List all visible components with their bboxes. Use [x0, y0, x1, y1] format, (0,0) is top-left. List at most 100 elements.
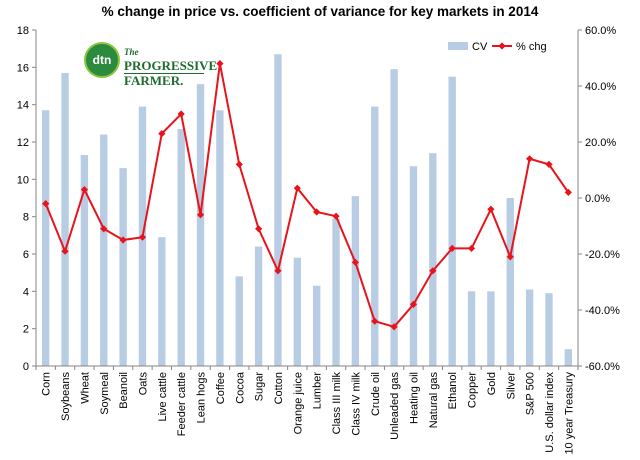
category-label: Beanoil [118, 372, 130, 409]
cv-bar [158, 237, 166, 366]
right-tick-label: 60.0% [585, 25, 616, 37]
pct-change-marker [42, 200, 50, 208]
category-label: Copper [467, 372, 479, 408]
pct-change-polyline [44, 63, 570, 328]
left-tick-label: 2 [23, 324, 29, 336]
logo-line1: PROGRESSIVE [124, 58, 218, 73]
cv-bar [506, 198, 514, 366]
cv-bar [196, 84, 205, 366]
progressive-farmer-wordmark: The PROGRESSIVE FARMER. [124, 44, 218, 88]
right-tick-label: 20.0% [585, 137, 616, 149]
legend-pct-label: % chg [516, 41, 547, 53]
category-label: Soybeans [60, 372, 72, 421]
cv-bar [351, 196, 360, 366]
category-label: Lumber [312, 372, 324, 410]
category-label: S&P 500 [525, 372, 537, 415]
cv-bar [525, 289, 534, 366]
pct-change-marker [448, 244, 456, 252]
cv-bar [100, 134, 108, 366]
right-tick-label: 40.0% [585, 81, 616, 93]
category-label: Gold [486, 372, 498, 395]
category-label: Live cattle [157, 372, 169, 422]
category-label: U.S. dollar index [544, 372, 556, 453]
cv-bar [371, 106, 379, 367]
left-tick-label: 16 [17, 62, 29, 74]
category-label: 10 year Treasury [563, 372, 575, 455]
pct-change-marker [216, 60, 224, 68]
axes [35, 30, 579, 367]
pct-change-marker [138, 233, 147, 241]
left-tick-label: 18 [17, 25, 29, 37]
right-axis-ticks: -60.0% -40.0% -20.0% 0.0% 20.0% 40.0% 60.0% [578, 25, 620, 373]
category-label: Unleaded gas [389, 372, 401, 440]
cv-bar [390, 69, 398, 366]
pct-change-marker [196, 211, 205, 219]
pct-change-marker [274, 267, 282, 275]
cv-bar [216, 110, 224, 367]
category-label: Cocoa [234, 371, 246, 404]
left-tick-label: 10 [17, 174, 29, 186]
category-label: Corn [41, 372, 53, 396]
pct-change-marker [409, 300, 418, 308]
cv-bar [332, 218, 340, 366]
logo-line2: FARMER. [124, 73, 204, 88]
left-tick-label: 8 [23, 212, 29, 224]
category-label: Lean hogs [196, 372, 208, 424]
cv-bar [61, 72, 69, 366]
pct-change-marker [177, 110, 185, 118]
category-label: Natural gas [428, 372, 440, 429]
right-tick-label: -60.0% [585, 361, 620, 373]
cv-bar [545, 293, 553, 366]
cv-bar [409, 166, 418, 366]
pct-change-marker [255, 225, 263, 233]
pct-change-marker [390, 323, 398, 331]
pct-change-marker [526, 155, 534, 163]
pct-change-marker [487, 205, 495, 213]
category-label: Feeder cattle [176, 372, 188, 436]
left-tick-label: 4 [23, 286, 29, 298]
category-label: Orange juice [292, 372, 304, 434]
category-label: Crude oil [370, 372, 382, 416]
category-label: Oats [137, 372, 149, 396]
pct-change-marker [545, 160, 553, 168]
pct-change-marker [351, 258, 359, 266]
chart-title: % change in price vs. coefficient of var… [101, 4, 539, 19]
legend-cv-label: CV [472, 41, 488, 53]
category-label: Cotton [273, 372, 285, 404]
cv-bar [448, 76, 456, 367]
pct-change-marker [293, 184, 301, 192]
legend: CV % chg [448, 41, 547, 53]
pct-change-marker [313, 208, 321, 216]
cv-bar [177, 128, 185, 366]
pct-change-marker [467, 244, 476, 252]
category-label: Sugar [254, 372, 266, 402]
legend-pct-marker [498, 42, 506, 50]
category-label: Class IV milk [350, 372, 362, 436]
pct-change-line [42, 60, 572, 331]
pct-change-marker [61, 247, 69, 255]
category-label: Wheat [79, 372, 91, 404]
pct-change-marker [100, 225, 108, 233]
pct-change-marker [429, 267, 437, 275]
pct-change-marker [119, 236, 127, 244]
cv-bar [487, 291, 495, 366]
category-label: Heating oil [408, 372, 420, 424]
cv-bar [274, 54, 282, 367]
dtn-logo-badge: dtn [84, 42, 120, 78]
cv-bar [119, 168, 127, 366]
category-label: Coffee [215, 372, 227, 404]
logo-the: The [124, 47, 139, 57]
pct-change-marker [564, 188, 572, 196]
cv-bar [293, 257, 301, 366]
cv-bar [42, 110, 50, 367]
cv-bar [429, 153, 437, 366]
cv-bar [564, 349, 572, 366]
category-label: Soymeal [99, 372, 111, 415]
left-tick-label: 6 [23, 249, 29, 261]
pct-change-marker [80, 186, 88, 194]
left-tick-label: 14 [17, 100, 29, 112]
cv-bar [235, 276, 243, 366]
cv-bar [313, 285, 321, 366]
right-tick-label: -20.0% [585, 249, 620, 261]
